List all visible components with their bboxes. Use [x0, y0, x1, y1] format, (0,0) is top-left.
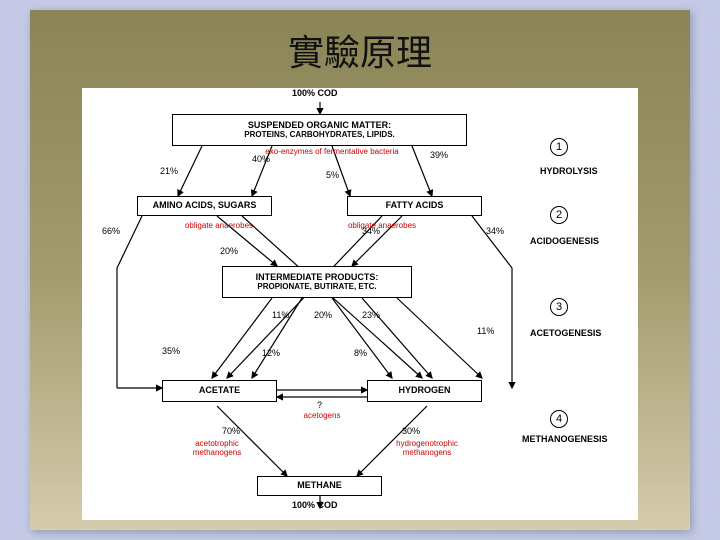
slide-frame: 實驗原理: [30, 10, 690, 530]
pct-20: 20%: [220, 246, 238, 256]
stage-3-num: 3: [550, 298, 568, 316]
pct-30: 30%: [402, 426, 420, 436]
stage-2-num: 2: [550, 206, 568, 224]
stage-4-name: METHANOGENESIS: [522, 434, 608, 444]
pct-8: 8%: [354, 348, 367, 358]
stage-2-name: ACIDOGENESIS: [530, 236, 599, 246]
anno-obligate-1: obligate anaerobes: [174, 222, 264, 231]
box-acetate: ACETATE: [162, 380, 277, 402]
pct-11b: 11%: [477, 326, 494, 336]
pct-34: 34%: [486, 226, 504, 236]
anno-acetogens: acetogens: [292, 412, 352, 421]
box-amino: AMINO ACIDS, SUGARS: [137, 196, 272, 216]
anno-hydrogenotrophic: hydrogenotrophic methanogens: [382, 440, 472, 458]
pct-70: 70%: [222, 426, 240, 436]
pct-39: 39%: [430, 150, 448, 160]
pct-35: 35%: [162, 346, 180, 356]
bottom-cod-label: 100% COD: [292, 500, 338, 510]
pct-21: 21%: [160, 166, 178, 176]
box-intermediate: INTERMEDIATE PRODUCTS: PROPIONATE, BUTIR…: [222, 266, 412, 298]
top-cod-label: 100% COD: [292, 88, 338, 98]
anno-obligate-2: obligate anaerobes: [337, 222, 427, 231]
box-fatty: FATTY ACIDS: [347, 196, 482, 216]
anno-acetotrophic: acetotrophic methanogens: [177, 440, 257, 458]
pct-66: 66%: [102, 226, 120, 236]
box-hydrogen: HYDROGEN: [367, 380, 482, 402]
flowchart: 100% COD SUSPENDED ORGANIC MATTER: PROTE…: [82, 88, 638, 520]
box-organic-matter: SUSPENDED ORGANIC MATTER: PROTEINS, CARB…: [172, 114, 467, 146]
pct-5: 5%: [326, 170, 339, 180]
pct-12: 12%: [262, 348, 280, 358]
box-intermediate-line2: PROPIONATE, BUTIRATE, ETC.: [225, 283, 409, 292]
stage-3-name: ACETOGENESIS: [530, 328, 601, 338]
box-organic-line2: PROTEINS, CARBOHYDRATES, LIPIDS.: [175, 131, 464, 140]
box-methane: METHANE: [257, 476, 382, 496]
stage-1-name: HYDROLYSIS: [540, 166, 598, 176]
pct-q: ?: [317, 400, 322, 410]
pct-11: 11%: [272, 310, 289, 320]
pct-20b: 20%: [314, 310, 332, 320]
stage-1-num: 1: [550, 138, 568, 156]
anno-exo-enzymes: exo-enzymes of fermentative bacteria: [242, 148, 422, 157]
pct-23: 23%: [362, 310, 380, 320]
slide-title: 實驗原理: [30, 10, 690, 84]
stage-4-num: 4: [550, 410, 568, 428]
